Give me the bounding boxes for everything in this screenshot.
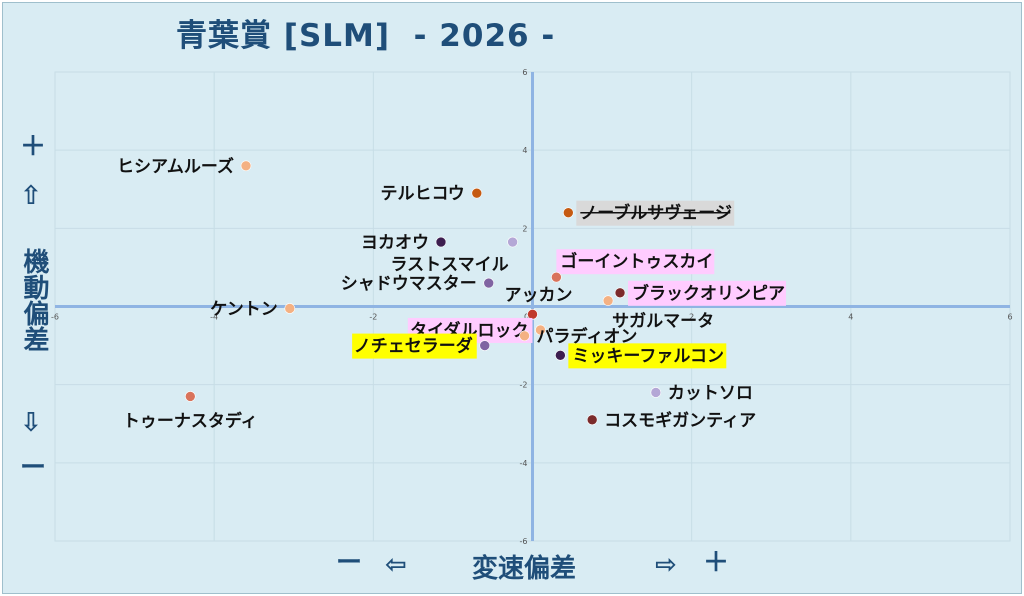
data-point: [479, 340, 491, 351]
x-tick-label: 6: [1007, 313, 1012, 322]
point-label: コスモギガンティア: [604, 411, 756, 431]
y-down-arrow-icon: ⇩: [20, 408, 42, 438]
chart-title: 青葉賞 [SLM] - 2026 -: [176, 18, 556, 54]
data-point: [602, 295, 614, 306]
data-point: [586, 414, 598, 426]
data-point: [240, 160, 252, 172]
point-label: ヒシアムルーズ: [117, 156, 234, 177]
x-tick-label: 0: [524, 313, 529, 322]
data-point: [614, 287, 626, 299]
label-highlight: [352, 333, 477, 359]
point-label: パラディオン: [537, 326, 638, 347]
point-label: ラストスマイル: [390, 255, 508, 275]
x-tick-label: 2: [689, 313, 694, 322]
data-point: [471, 187, 483, 199]
point-label: アッカン: [505, 285, 573, 305]
point-label: テルヒコウ: [380, 184, 464, 204]
x-tick-label: 4: [848, 313, 853, 322]
x-left-arrow-icon: ⇦: [385, 550, 407, 580]
point-label: トゥーナスタディ: [123, 410, 258, 431]
y-tick-label: 4: [522, 146, 527, 155]
data-point: [650, 387, 662, 398]
point-label: ヨカオウ: [361, 233, 429, 253]
point-label: ブラックオリンピア: [632, 283, 785, 304]
label-highlight: [628, 280, 786, 306]
data-point: [184, 391, 196, 402]
point-label: ケントン: [210, 299, 278, 319]
point-label: ゴーイントゥスカイ: [560, 251, 713, 272]
y-plus-sign: ＋: [20, 132, 47, 162]
point-label: ミッキーファルコン: [572, 346, 724, 366]
x-tick-label: -6: [51, 313, 59, 322]
point-label: シャドウマスター: [341, 274, 477, 294]
data-point: [563, 207, 574, 218]
data-point: [555, 350, 566, 361]
x-tick-label: -4: [210, 313, 218, 322]
label-highlight: [556, 249, 715, 275]
label-highlight: [568, 343, 727, 369]
data-point: [483, 277, 495, 289]
data-point: [435, 236, 447, 248]
y-up-arrow-icon: ⇧: [20, 181, 42, 211]
x-minus-sign: ー: [336, 548, 363, 578]
y-tick-label: -6: [520, 537, 528, 546]
y-tick-label: -2: [520, 381, 528, 390]
data-point: [507, 236, 518, 248]
y-minus-sign: ー: [20, 453, 47, 483]
point-label: サガルマータ: [612, 312, 714, 332]
x-right-arrow-icon: ⇨: [655, 550, 677, 580]
data-point: [527, 309, 538, 320]
data-point: [535, 324, 546, 336]
point-label: カットソロ: [668, 383, 753, 403]
data-point: [551, 271, 562, 283]
x-tick-label: -2: [369, 313, 377, 322]
x-axis-label: 変速偏差: [472, 554, 577, 584]
data-point: [519, 330, 530, 342]
y-axis-label: 機動偏差: [19, 248, 49, 352]
y-tick-label: 6: [522, 68, 527, 77]
x-plus-sign: ＋: [703, 548, 730, 578]
y-tick-label: 2: [522, 224, 527, 233]
point-label: ノチェセラーダ: [354, 336, 473, 357]
y-tick-label: -4: [520, 459, 528, 468]
data-point: [284, 303, 296, 314]
